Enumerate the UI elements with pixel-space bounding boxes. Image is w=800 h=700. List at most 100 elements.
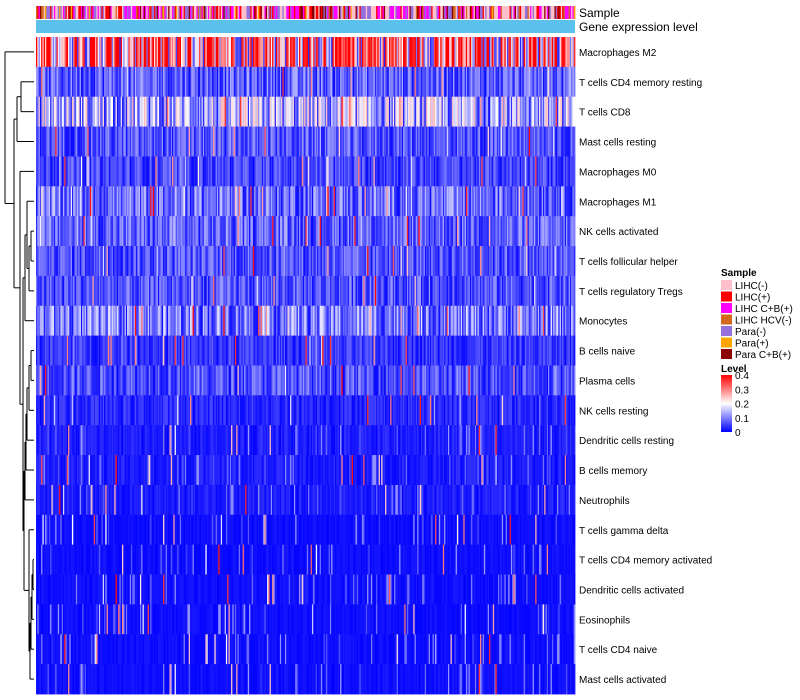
heatmap-cell (270, 156, 273, 187)
heatmap-cell (496, 216, 499, 247)
heatmap-cell (95, 126, 97, 157)
heatmap-cell (537, 305, 540, 337)
heatmap-cell (258, 335, 260, 366)
heatmap-cell (438, 275, 441, 307)
heatmap-cell (433, 96, 436, 127)
heatmap-cell (472, 156, 475, 187)
heatmap-cell (60, 156, 63, 187)
heatmap-cell (458, 186, 460, 217)
heatmap-cell (43, 216, 46, 247)
heatmap-cell (75, 126, 78, 157)
heatmap-cell (281, 66, 283, 98)
heatmap-cell (286, 96, 288, 127)
heatmap-cell (363, 126, 365, 157)
heatmap-cell (47, 335, 50, 366)
heatmap-cell (506, 96, 509, 127)
heatmap-cell (184, 246, 187, 277)
heatmap-cell (213, 246, 215, 277)
heatmap-cell (541, 156, 544, 187)
heatmap-cell (478, 275, 481, 307)
heatmap-cell (549, 216, 552, 247)
heatmap-cell (302, 126, 305, 157)
heatmap-cell (495, 66, 498, 98)
heatmap-cell (572, 37, 575, 68)
heatmap-cell (418, 126, 421, 157)
heatmap-cell (446, 126, 449, 157)
heatmap-cell (240, 126, 242, 157)
heatmap-cell (442, 37, 445, 68)
heatmap-cell (107, 246, 110, 277)
heatmap-cell (263, 156, 265, 187)
heatmap-cell (309, 156, 312, 187)
heatmap-cell (564, 275, 567, 307)
heatmap-cell (274, 335, 277, 366)
heatmap-cell (204, 216, 206, 247)
heatmap-cell (311, 305, 314, 337)
heatmap-cell (250, 186, 252, 217)
heatmap-cell (274, 96, 277, 127)
heatmap-cell (368, 126, 371, 157)
heatmap-cell (354, 335, 356, 366)
heatmap-cell (409, 66, 412, 98)
heatmap-cell (134, 37, 137, 68)
heatmap-cell (568, 37, 571, 68)
heatmap-cell (336, 335, 338, 366)
sample-annotation-cell (223, 6, 226, 19)
sample-annotation-cell (537, 6, 540, 19)
heatmap-cell (462, 246, 464, 277)
heatmap-cell (46, 37, 48, 68)
heatmap-cell (218, 156, 220, 187)
heatmap-cell (341, 66, 344, 98)
heatmap-cell (314, 186, 317, 217)
heatmap-cell (314, 275, 317, 307)
heatmap-cell (378, 126, 381, 157)
heatmap-cell (147, 305, 150, 337)
heatmap-cell (340, 126, 342, 157)
heatmap-cell (62, 216, 65, 247)
heatmap-cell (200, 275, 202, 307)
sample-annotation-cell (385, 6, 387, 19)
heatmap-cell (102, 216, 105, 247)
heatmap-cell (38, 126, 41, 157)
heatmap-cell (231, 126, 233, 157)
sample-annotation-cell (281, 6, 283, 19)
sample-annotation-cell (414, 6, 417, 19)
heatmap-cell (526, 246, 528, 277)
heatmap-cell (97, 246, 100, 277)
heatmap-cell (557, 37, 559, 68)
heatmap-cell (70, 126, 73, 157)
heatmap-cell (264, 156, 267, 187)
heatmap-cell (527, 96, 530, 127)
heatmap-cell (192, 96, 195, 127)
heatmap-cell (137, 186, 140, 217)
heatmap-cell (197, 305, 200, 337)
heatmap-cell (295, 96, 297, 127)
sample-annotation-cell (291, 6, 294, 19)
heatmap-cell (518, 216, 521, 247)
heatmap-cell (487, 305, 490, 337)
heatmap-cell (227, 37, 229, 68)
heatmap-cell (427, 246, 430, 277)
heatmap-cell (134, 156, 137, 187)
heatmap-cell (438, 216, 441, 247)
heatmap-cell (337, 126, 340, 157)
heatmap-cell (265, 96, 268, 127)
heatmap-cell (360, 216, 363, 247)
sample-annotation-cell (232, 6, 235, 19)
heatmap-cell (489, 126, 491, 157)
heatmap-cell (530, 66, 532, 98)
heatmap-cell (387, 275, 390, 307)
heatmap-cell (397, 335, 400, 366)
heatmap-cell (263, 96, 265, 127)
heatmap-cell (124, 186, 127, 217)
heatmap-cell (155, 66, 158, 98)
heatmap-cell (354, 126, 356, 157)
heatmap-cell (50, 246, 52, 277)
heatmap-cell (508, 305, 510, 337)
heatmap-cell (74, 305, 77, 337)
heatmap-cell (256, 216, 259, 247)
heatmap-cell (279, 275, 282, 307)
heatmap-cell (82, 305, 84, 337)
heatmap-cell (478, 126, 481, 157)
heatmap-cell (409, 246, 412, 277)
